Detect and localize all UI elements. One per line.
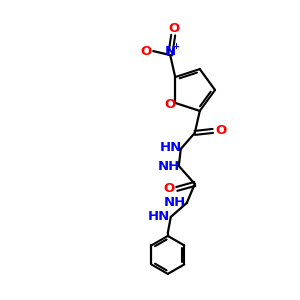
Text: N: N [165, 45, 176, 58]
Text: +: + [172, 42, 179, 51]
Text: O: O [169, 22, 180, 34]
Text: HN: HN [160, 141, 182, 154]
Text: NH: NH [158, 160, 180, 173]
Text: O: O [165, 98, 176, 111]
Text: HN: HN [148, 210, 170, 224]
Text: O: O [163, 182, 174, 195]
Text: O: O [141, 45, 152, 58]
Text: NH: NH [164, 196, 186, 209]
Text: O: O [215, 124, 226, 137]
